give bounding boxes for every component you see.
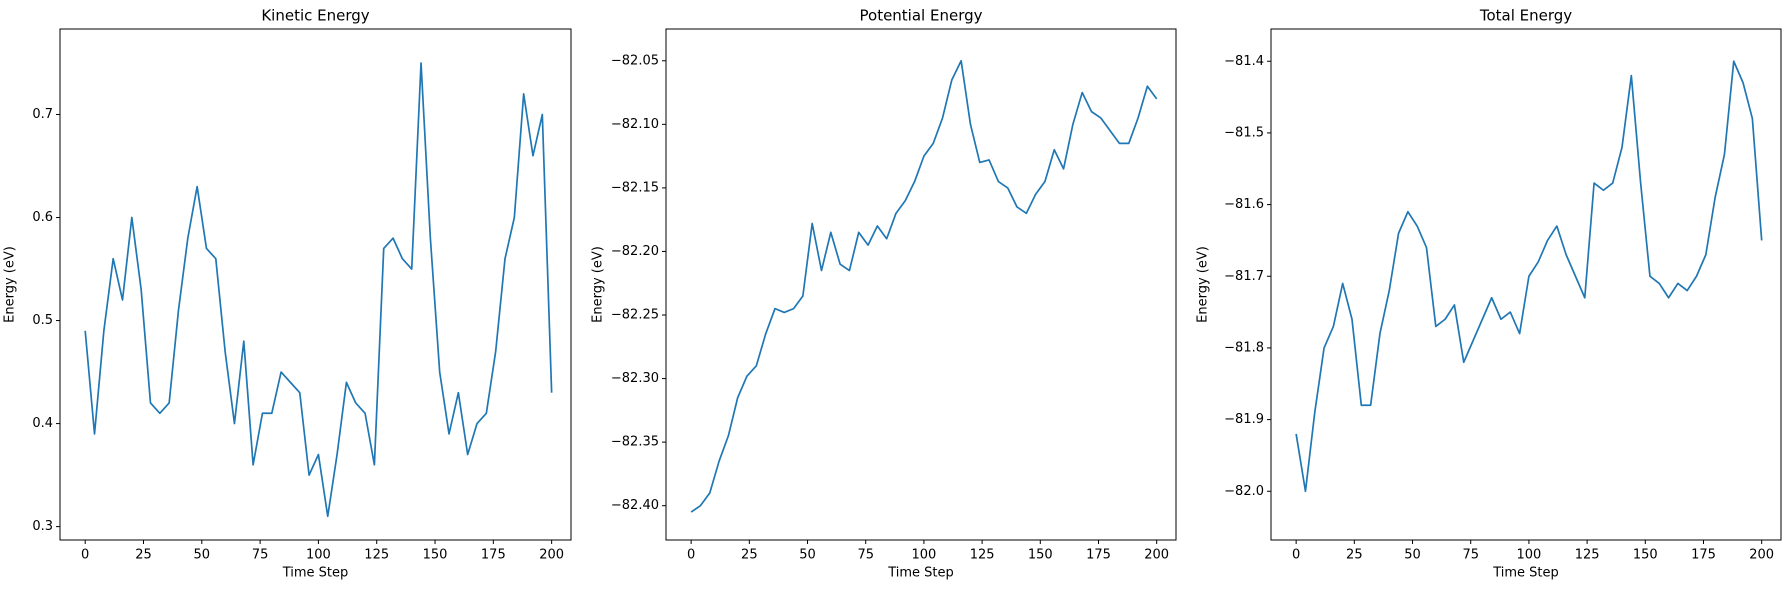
x-tick-label: 50 — [194, 548, 211, 563]
x-tick-label: 75 — [857, 548, 874, 563]
x-tick-label: 150 — [1028, 548, 1053, 563]
x-tick-label: 50 — [799, 548, 816, 563]
x-tick-label: 200 — [1749, 548, 1774, 563]
x-axis-label: Time Step — [887, 566, 954, 581]
x-tick-label: 100 — [306, 548, 331, 563]
x-tick-label: 0 — [1292, 548, 1300, 563]
y-tick-label: 0.7 — [32, 107, 53, 122]
y-axis-label: Energy (eV) — [3, 246, 18, 323]
plot-frame — [1270, 28, 1782, 541]
y-tick-label: −82.20 — [611, 244, 659, 259]
data-line — [84, 62, 553, 518]
x-axis-label: Time Step — [282, 566, 349, 581]
data-line — [1295, 60, 1763, 493]
y-tick-label: −81.5 — [1224, 125, 1264, 140]
y-tick-label: −82.35 — [611, 435, 659, 450]
x-tick-label: 175 — [1086, 548, 1111, 563]
y-tick-label: −81.9 — [1224, 412, 1264, 427]
y-tick-label: −82.25 — [611, 308, 659, 323]
y-tick-label: −81.4 — [1224, 54, 1264, 69]
x-tick-label: 100 — [911, 548, 936, 563]
x-tick-label: 25 — [1346, 548, 1363, 563]
y-axis-label: Energy (eV) — [591, 246, 606, 323]
plot-frame — [59, 28, 572, 541]
y-tick-label: 0.4 — [32, 416, 53, 431]
x-tick-label: 125 — [1575, 548, 1600, 563]
chart-title: Total Energy — [1479, 7, 1572, 25]
x-tick-label: 150 — [1633, 548, 1658, 563]
y-tick-label: 0.5 — [32, 313, 53, 328]
x-tick-label: 0 — [81, 548, 89, 563]
x-tick-label: 75 — [1462, 548, 1479, 563]
x-tick-label: 0 — [687, 548, 695, 563]
data-line — [690, 59, 1158, 513]
x-tick-label: 25 — [741, 548, 758, 563]
plot-frame — [665, 28, 1177, 541]
x-tick-label: 200 — [1144, 548, 1169, 563]
x-tick-label: 25 — [135, 548, 152, 563]
y-tick-label: −81.7 — [1224, 269, 1264, 284]
chart-title: Kinetic Energy — [261, 7, 369, 25]
x-tick-label: 125 — [970, 548, 995, 563]
x-tick-label: 50 — [1404, 548, 1421, 563]
y-tick-label: −81.6 — [1224, 197, 1264, 212]
x-tick-label: 100 — [1516, 548, 1541, 563]
x-axis-label: Time Step — [1492, 566, 1559, 581]
y-tick-label: −82.0 — [1224, 484, 1264, 499]
x-tick-label: 75 — [252, 548, 269, 563]
y-axis-label: Energy (eV) — [1196, 246, 1211, 323]
y-tick-label: −82.40 — [611, 498, 659, 513]
y-tick-label: −82.30 — [611, 371, 659, 386]
y-tick-label: −81.8 — [1224, 340, 1264, 355]
y-tick-label: −82.10 — [611, 117, 659, 132]
x-tick-label: 150 — [423, 548, 448, 563]
y-tick-label: 0.6 — [32, 210, 53, 225]
chart-title: Potential Energy — [860, 7, 983, 25]
y-tick-label: −82.05 — [611, 53, 659, 68]
x-tick-label: 200 — [539, 548, 564, 563]
y-tick-label: 0.3 — [32, 519, 53, 534]
y-tick-label: −82.15 — [611, 180, 659, 195]
x-tick-label: 175 — [481, 548, 506, 563]
x-tick-label: 125 — [364, 548, 389, 563]
x-tick-label: 175 — [1691, 548, 1716, 563]
